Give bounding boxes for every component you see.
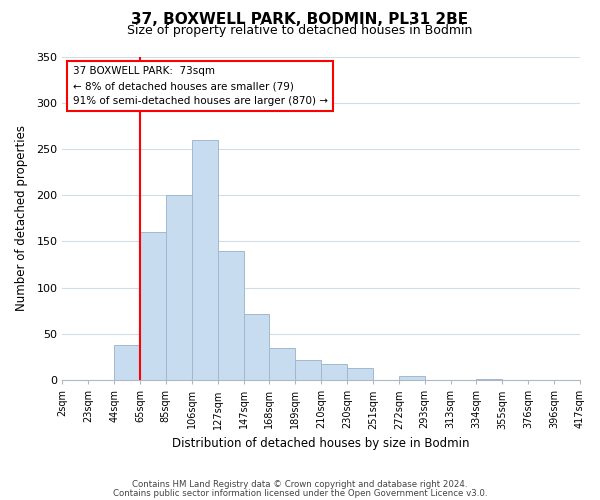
Text: Contains public sector information licensed under the Open Government Licence v3: Contains public sector information licen… [113, 488, 487, 498]
X-axis label: Distribution of detached houses by size in Bodmin: Distribution of detached houses by size … [172, 437, 470, 450]
Y-axis label: Number of detached properties: Number of detached properties [15, 126, 28, 312]
Bar [244, 314, 269, 380]
Bar [347, 368, 373, 380]
Bar [166, 195, 192, 380]
Bar [476, 379, 502, 380]
Text: 37, BOXWELL PARK, BODMIN, PL31 2BE: 37, BOXWELL PARK, BODMIN, PL31 2BE [131, 12, 469, 28]
Bar [140, 232, 166, 380]
Bar [218, 250, 244, 380]
Bar [114, 345, 140, 380]
Text: Contains HM Land Registry data © Crown copyright and database right 2024.: Contains HM Land Registry data © Crown c… [132, 480, 468, 489]
Bar [295, 360, 321, 380]
Text: 37 BOXWELL PARK:  73sqm
← 8% of detached houses are smaller (79)
91% of semi-det: 37 BOXWELL PARK: 73sqm ← 8% of detached … [73, 66, 328, 106]
Bar [269, 348, 295, 380]
Text: Size of property relative to detached houses in Bodmin: Size of property relative to detached ho… [127, 24, 473, 37]
Bar [192, 140, 218, 380]
Bar [399, 376, 425, 380]
Bar [321, 364, 347, 380]
